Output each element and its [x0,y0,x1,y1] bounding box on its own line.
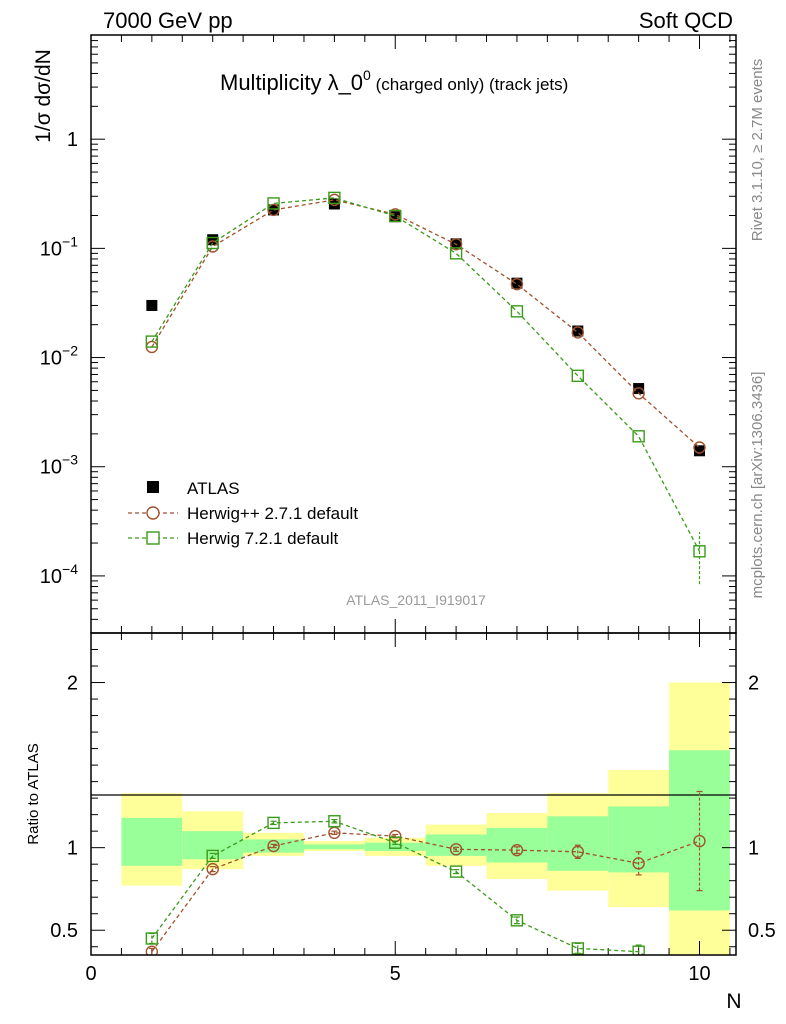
chart-title: Multiplicity λ_00 (charged only) (track … [220,67,568,95]
legend-marker-herwigpp [146,506,160,520]
x-axis-label: N [726,990,741,1013]
atlas-data-point [633,383,645,395]
main-y-tick-label: 10−4 [40,561,78,588]
ratio-herwigpp-point [632,857,645,870]
ratio-y-tick-label-right: 2 [748,673,759,695]
herwig7-data-point [449,247,463,260]
ratio-band-green [182,831,244,860]
main-panel: 110−110−210−310−4 Multiplicity λ_00 (cha… [32,34,737,634]
legend-marker-herwig7 [146,531,160,545]
ratio-band-green [608,806,670,873]
atlas-data-point [146,299,158,311]
main-y-tick-label-exponent: −3 [62,452,78,468]
herwigpp-data-point [571,326,584,339]
ratio-y-tick-label-right: 0.5 [748,920,776,942]
ratio-herwigpp-point [449,843,463,856]
atlas-data-point [693,445,705,457]
legend-label-atlas: ATLAS [187,479,240,498]
ratio-band-green [547,816,609,871]
ratio-series-line-0 [151,832,700,953]
legend-marker-atlas [147,481,159,493]
ratio-frame [90,632,737,956]
herwigpp-data-point [267,203,280,217]
ratio-herwig7-point [571,942,584,955]
ratio-band-green [303,844,365,850]
ratio-herwig7-point [694,987,705,998]
main-y-tick-label-base: 10 [40,457,62,479]
ratio-herwigpp-point [571,845,584,858]
herwigpp-data-point [693,441,706,454]
rivet-version-label: Rivet 3.1.10, ≥ 2.7M events [749,59,766,242]
main-y-tick-label-exponent: −1 [62,233,78,249]
main-y-tick-label-exponent: −4 [62,561,78,577]
ratio-band-green [364,842,426,851]
ratio-herwig7-point [632,945,645,955]
x-tick-label: 5 [390,963,401,985]
main-y-tick-label: 10−2 [40,343,78,370]
herwig7-data-point [632,430,645,443]
atlas-data-point [511,277,523,289]
ratio-herwigpp-point [510,843,524,857]
ratio-band-green [121,817,183,866]
herwigpp-data-point [632,387,645,400]
ratio-panel: 0.5 0.5 1 1 2 2 0 5 10 Ratio to ATLAS N [25,632,776,1013]
mcplots-label: mcplots.cern.ch [arXiv:1306.3436] [749,372,766,599]
legend-label-herwig7: Herwig 7.2.1 default [187,529,338,548]
main-y-tick-label: 10−3 [40,452,78,479]
x-tick-label: 10 [688,963,710,985]
series-line-2 [151,197,701,552]
main-y-tick-label-base: 10 [40,566,62,588]
atlas-data-point [268,204,280,216]
herwig7-data-point [571,369,584,383]
herwigpp-data-point [510,277,524,291]
ratio-y-tick-label-right: 1 [748,838,759,860]
chart-title-main: Multiplicity λ_0 [220,70,363,95]
watermark: ATLAS_2011_I919017 [346,592,486,608]
ratio-herwig7-point [328,815,341,828]
ratio-herwig7-point [206,849,219,863]
main-y-tick-label-exponent: −2 [62,343,78,359]
chart-title-superscript: 0 [363,67,371,83]
main-y-tick-label-base: 1 [67,129,78,151]
main-y-tick-label-base: 10 [40,348,62,370]
atlas-data-point [207,234,219,246]
herwig7-data-point [145,335,159,348]
main-y-tick-label: 1 [67,129,78,151]
herwigpp-data-point [449,238,463,251]
atlas-data-point [572,325,584,337]
herwig7-data-point [206,236,219,250]
header-left: 7000 GeV pp [103,8,233,33]
ratio-herwig7-point [267,816,280,830]
ratio-herwig7-point [389,836,402,849]
herwig7-data-point [389,209,402,223]
atlas-data-point [389,211,401,223]
ratio-band-green [425,834,487,856]
legend: ATLAS Herwig++ 2.7.1 default Herwig 7.2.… [128,479,358,548]
ratio-herwigpp-point [693,834,706,848]
ratio-herwig7-point [449,865,463,878]
herwig7-data-point [267,197,280,210]
series-line-1 [151,199,700,448]
ratio-herwigpp-point [145,945,159,955]
ratio-herwig7-point [145,932,159,945]
herwig7-data-point [510,305,524,318]
ratio-y-tick-label-left: 0.5 [50,920,78,942]
ratio-y-tick-label-left: 2 [67,673,78,695]
main-y-tick-label-base: 10 [40,238,62,260]
ratio-herwig7-point [510,914,524,927]
x-tick-label: 0 [85,963,96,985]
herwig7-data-point [328,191,341,205]
chart-title-small: (charged only) (track jets) [371,75,568,94]
main-y-tick-label: 10−1 [40,233,78,260]
ratio-series-line-1 [151,820,645,955]
legend-label-herwigpp: Herwig++ 2.7.1 default [187,504,358,523]
ratio-herwigpp-point [267,839,280,853]
ratio-y-axis-label: Ratio to ATLAS [25,743,42,844]
ratio-herwigpp-point [206,862,219,876]
ratio-y-tick-label-left: 1 [67,838,78,860]
main-y-axis-label: 1/σ dσ/dN [32,49,55,143]
header-right: Soft QCD [639,8,733,33]
